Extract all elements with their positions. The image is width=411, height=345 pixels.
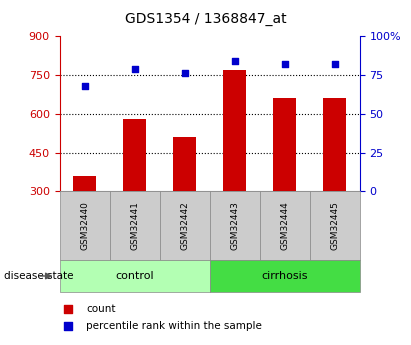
Text: GSM32443: GSM32443 bbox=[230, 201, 239, 250]
Bar bbox=[110, 191, 159, 260]
Bar bbox=[260, 191, 309, 260]
Bar bbox=[73, 176, 96, 191]
Text: GSM32445: GSM32445 bbox=[330, 201, 339, 250]
Point bbox=[231, 58, 238, 64]
Bar bbox=[173, 137, 196, 191]
Point bbox=[132, 66, 138, 71]
Point bbox=[65, 323, 71, 329]
Bar bbox=[159, 191, 210, 260]
Text: GSM32440: GSM32440 bbox=[80, 201, 89, 250]
Point bbox=[181, 71, 188, 76]
Bar bbox=[273, 98, 296, 191]
Bar bbox=[210, 260, 360, 292]
Bar bbox=[309, 191, 360, 260]
Text: percentile rank within the sample: percentile rank within the sample bbox=[86, 321, 262, 331]
Point bbox=[81, 83, 88, 89]
Point bbox=[65, 306, 71, 312]
Text: control: control bbox=[115, 271, 154, 281]
Bar bbox=[223, 70, 246, 191]
Text: GDS1354 / 1368847_at: GDS1354 / 1368847_at bbox=[125, 12, 286, 26]
Point bbox=[331, 61, 338, 67]
Bar bbox=[123, 119, 146, 191]
Text: disease state: disease state bbox=[4, 271, 74, 281]
Bar bbox=[323, 98, 346, 191]
Text: GSM32442: GSM32442 bbox=[180, 201, 189, 250]
Text: cirrhosis: cirrhosis bbox=[261, 271, 308, 281]
Text: GSM32441: GSM32441 bbox=[130, 201, 139, 250]
Text: GSM32444: GSM32444 bbox=[280, 201, 289, 250]
Text: count: count bbox=[86, 304, 116, 314]
Bar bbox=[210, 191, 260, 260]
Bar bbox=[60, 260, 210, 292]
Bar bbox=[60, 191, 110, 260]
Point bbox=[281, 61, 288, 67]
